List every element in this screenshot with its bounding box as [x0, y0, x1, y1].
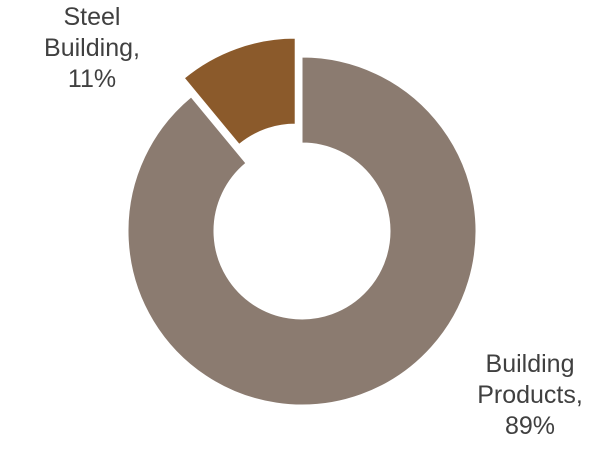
slice-label-line: 11% [67, 65, 117, 93]
slice-label-line: 89% [504, 412, 556, 440]
slice-label-steel-building: Steel Building, 11% [32, 2, 152, 95]
slice-building-products [127, 56, 477, 406]
slice-label-line: Steel [63, 3, 121, 31]
slice-label-building-products: Building Products, 89% [460, 349, 600, 442]
slice-label-line: Building, [44, 34, 140, 62]
slice-label-line: Building [485, 350, 575, 378]
slice-label-line: Products, [477, 381, 583, 409]
slice-steel-building [183, 37, 296, 146]
